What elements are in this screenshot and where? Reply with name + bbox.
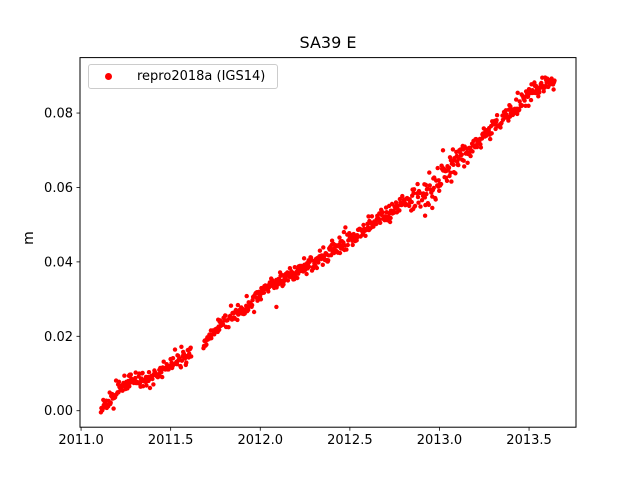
legend-series-label: repro2018a (IGS14): [137, 69, 266, 84]
y-tick-label: 0.08: [44, 107, 73, 122]
scatter-outlier-point: [274, 304, 279, 310]
y-tick-label: 0.04: [44, 255, 73, 270]
y-tick-label: 0.06: [44, 181, 73, 196]
scatter-outlier-point: [430, 205, 435, 211]
legend: repro2018a (IGS14): [88, 64, 278, 89]
y-tick-label: 0.00: [44, 404, 73, 419]
x-tick-label: 2011.5: [148, 433, 194, 448]
scatter-outlier-point: [422, 213, 428, 218]
x-tick-label: 2012.0: [238, 433, 284, 448]
x-tick-label: 2011.0: [58, 433, 104, 448]
scatter-outlier-point: [181, 349, 186, 355]
x-tick-label: 2013.0: [417, 433, 463, 448]
legend-marker-dot-icon: [105, 73, 112, 80]
x-tick-label: 2012.5: [327, 433, 373, 448]
chart-title: SA39 E: [299, 33, 357, 52]
y-tick-label: 0.02: [44, 330, 73, 345]
axes-spines: [79, 57, 577, 428]
scatter-points: [98, 75, 557, 415]
scatter-outlier-point: [440, 148, 446, 153]
x-tick-label: 2013.5: [506, 433, 552, 448]
